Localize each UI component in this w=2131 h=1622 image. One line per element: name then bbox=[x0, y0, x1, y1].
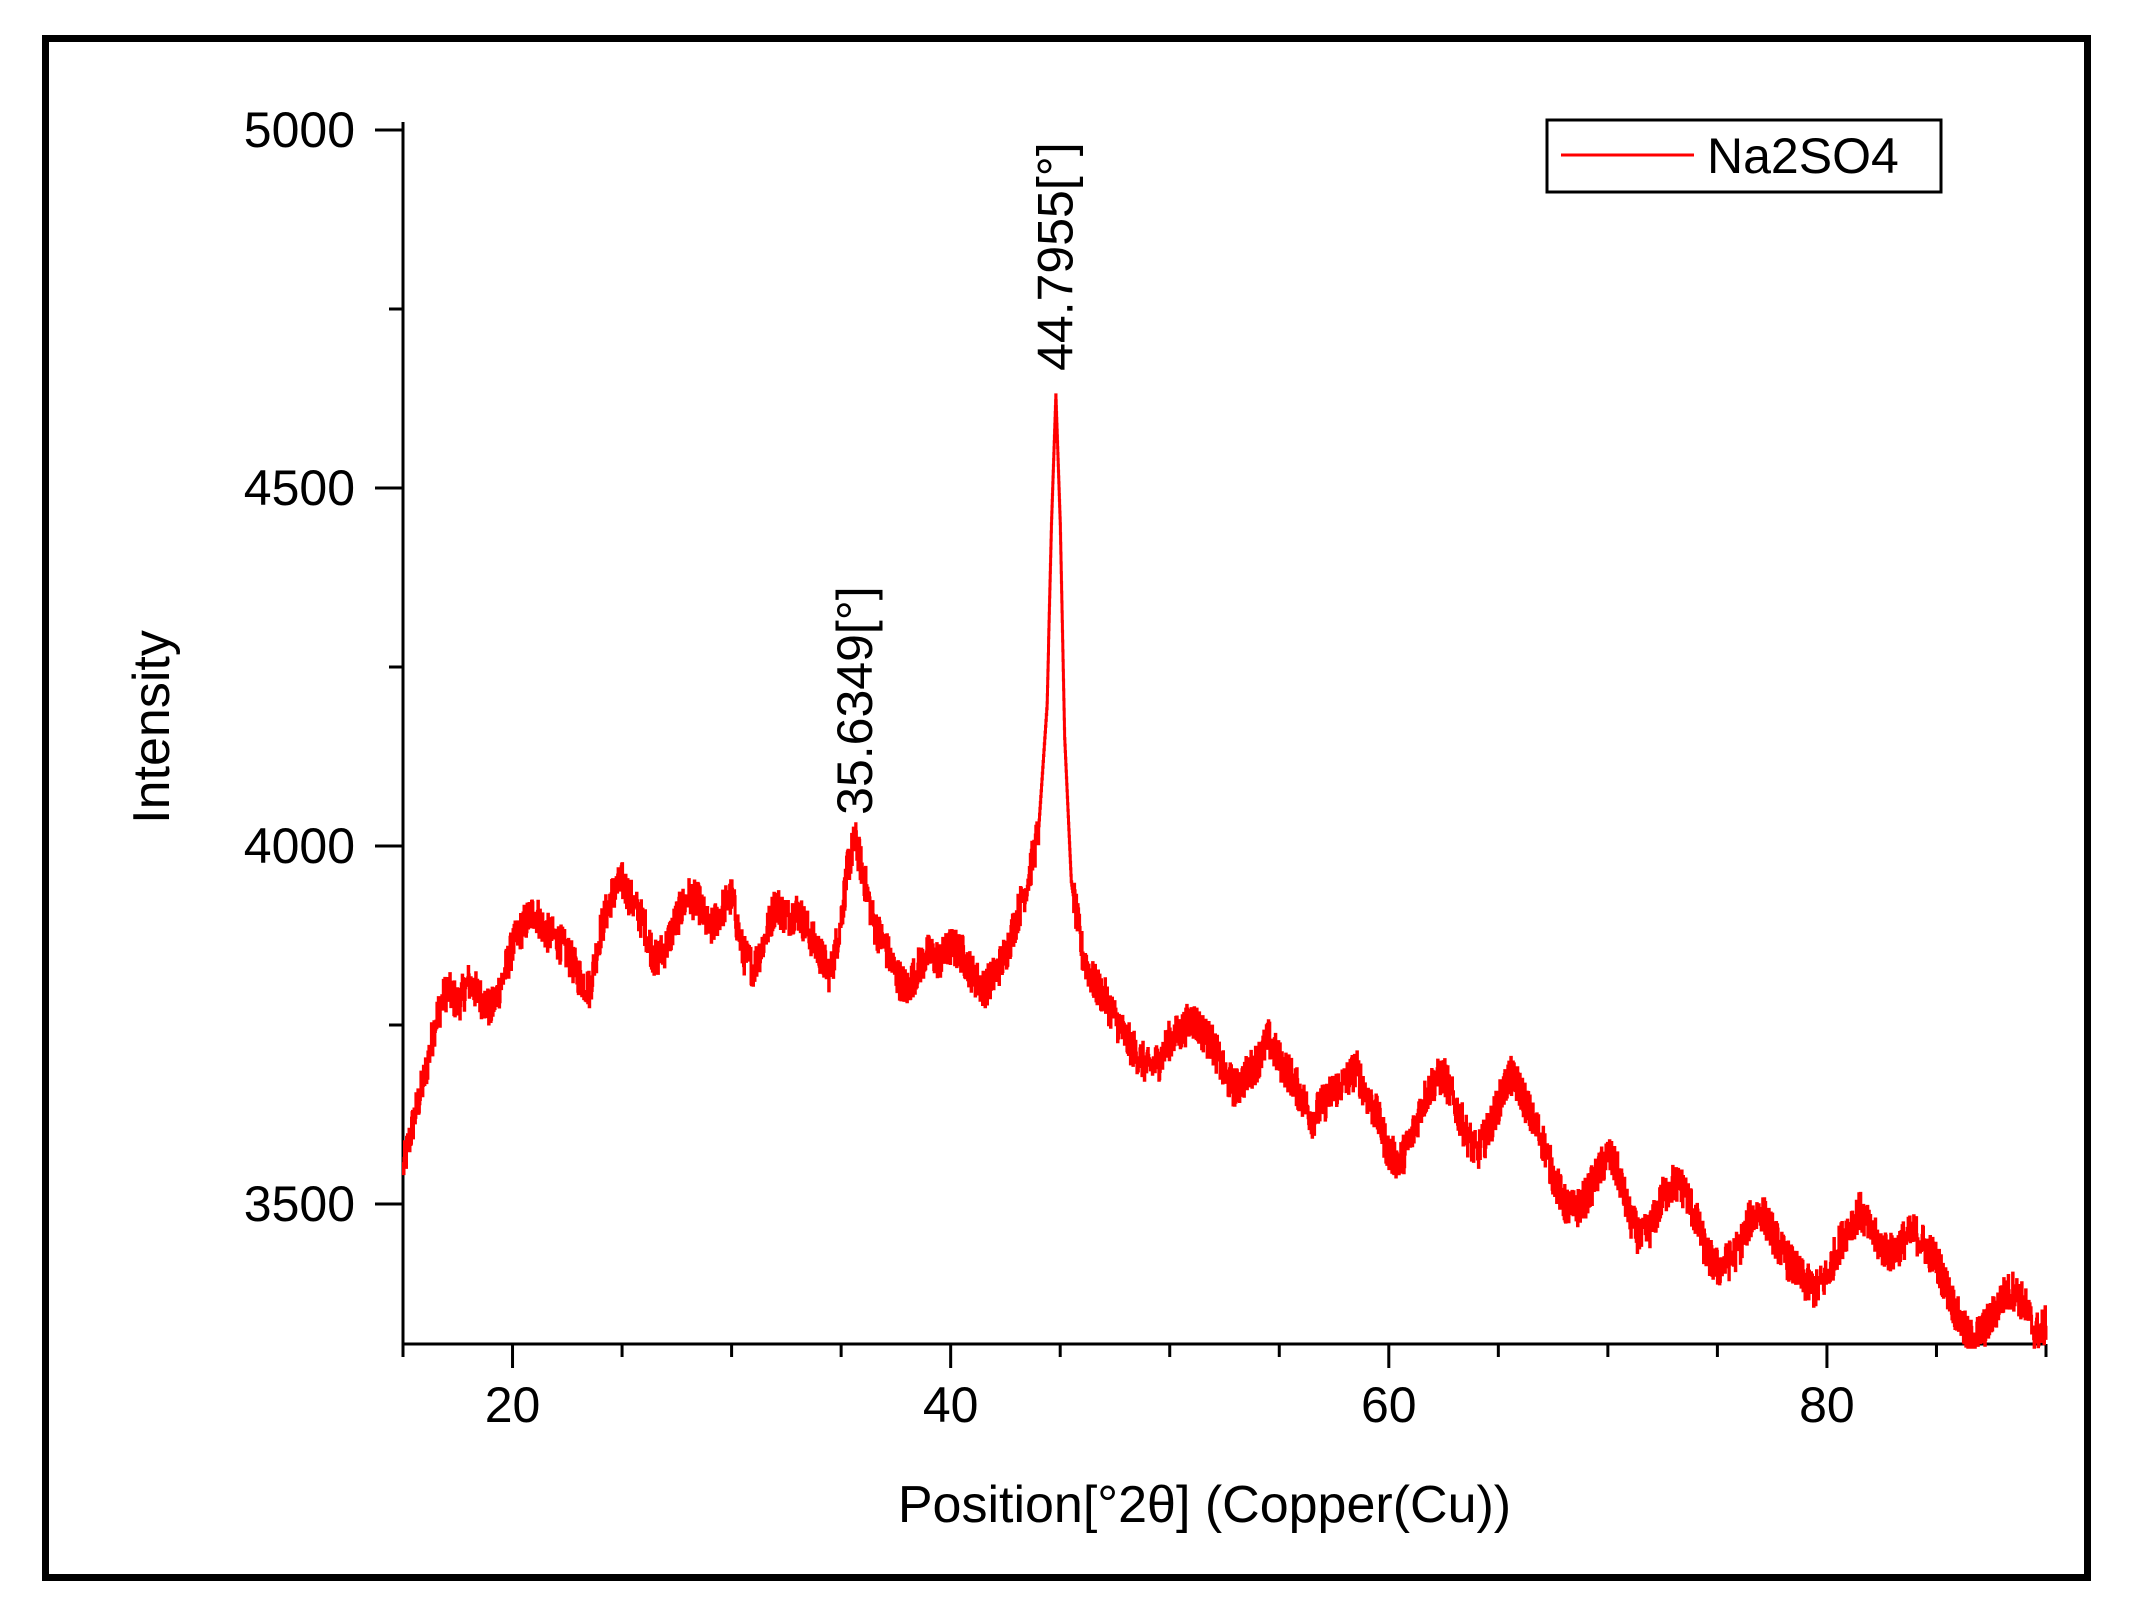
y-tick-label: 5000 bbox=[244, 102, 355, 158]
series-line-na2so4 bbox=[402, 393, 2048, 1349]
annotations-layer: 35.6349[°] 44.7955[°] bbox=[827, 142, 1084, 814]
legend: Na2SO4 bbox=[1545, 118, 1943, 194]
x-tick-label: 20 bbox=[485, 1377, 541, 1433]
peak-label: 44.7955[°] bbox=[1028, 142, 1084, 371]
y-tick-label: 3500 bbox=[244, 1176, 355, 1232]
xrd-chart: 3500 4000 4500 5000 20 40 60 80 Position[°2θ] (C… bbox=[123, 102, 2048, 1534]
peak-label: 35.6349[°] bbox=[827, 586, 883, 815]
legend-label: Na2SO4 bbox=[1707, 128, 1899, 184]
y-axis-title: Intensity bbox=[123, 630, 181, 824]
x-tick-label: 60 bbox=[1361, 1377, 1417, 1433]
x-tick-label: 40 bbox=[923, 1377, 979, 1433]
axes: 3500 4000 4500 5000 20 40 60 80 Position[°2θ] (C… bbox=[123, 102, 2048, 1534]
series-layer bbox=[402, 393, 2048, 1349]
y-tick-label: 4500 bbox=[244, 460, 355, 516]
x-axis-title: Position[°2θ] (Copper(Cu)) bbox=[898, 1476, 1511, 1534]
y-tick-label: 4000 bbox=[244, 818, 355, 874]
x-tick-label: 80 bbox=[1799, 1377, 1855, 1433]
chart-frame: 3500 4000 4500 5000 20 40 60 80 Position[°2θ] (C… bbox=[42, 35, 2091, 1581]
